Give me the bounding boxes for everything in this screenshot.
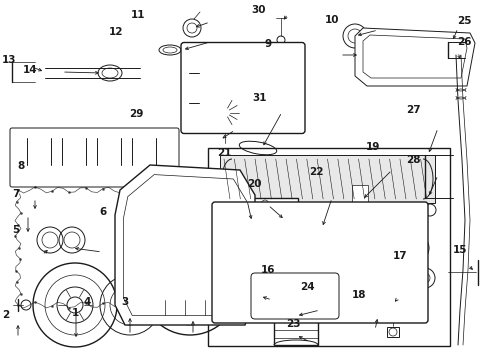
- Text: 19: 19: [365, 142, 379, 152]
- Text: 3: 3: [121, 297, 128, 307]
- Text: 7: 7: [12, 189, 20, 199]
- Text: 14: 14: [23, 65, 38, 75]
- Text: 29: 29: [128, 109, 143, 120]
- Text: 18: 18: [351, 290, 366, 300]
- Text: 13: 13: [1, 55, 16, 66]
- Text: 8: 8: [17, 161, 24, 171]
- Text: 31: 31: [251, 93, 266, 103]
- Text: 25: 25: [456, 16, 471, 26]
- Text: 12: 12: [109, 27, 123, 37]
- Text: 28: 28: [405, 155, 420, 165]
- Bar: [386, 327, 398, 337]
- Text: 30: 30: [250, 5, 265, 15]
- FancyBboxPatch shape: [10, 128, 179, 187]
- Polygon shape: [115, 165, 254, 325]
- Text: 9: 9: [264, 39, 271, 49]
- Text: 20: 20: [246, 179, 261, 189]
- Text: 26: 26: [456, 37, 471, 48]
- Circle shape: [184, 282, 195, 292]
- Text: 6: 6: [99, 207, 106, 217]
- Bar: [220, 155, 434, 203]
- Bar: [283, 315, 296, 329]
- Text: 16: 16: [260, 265, 275, 275]
- Circle shape: [67, 297, 83, 313]
- Bar: [438, 42, 454, 70]
- FancyBboxPatch shape: [212, 202, 427, 323]
- Text: 24: 24: [299, 282, 314, 292]
- Bar: [207, 148, 449, 346]
- Text: 4: 4: [83, 297, 91, 307]
- Bar: [273, 315, 317, 345]
- FancyBboxPatch shape: [181, 42, 305, 134]
- Bar: [366, 42, 382, 70]
- FancyBboxPatch shape: [250, 273, 338, 319]
- Text: 2: 2: [2, 310, 9, 320]
- Text: 23: 23: [285, 319, 300, 329]
- Text: 5: 5: [12, 225, 19, 235]
- Bar: [209, 198, 297, 270]
- Text: 10: 10: [325, 15, 339, 25]
- Text: 1: 1: [72, 308, 79, 318]
- Text: 21: 21: [216, 148, 231, 158]
- Text: 15: 15: [451, 245, 466, 255]
- Bar: [390, 42, 406, 70]
- Text: 27: 27: [405, 105, 420, 115]
- Text: 11: 11: [130, 10, 145, 20]
- Text: 17: 17: [392, 251, 407, 261]
- Bar: [351, 185, 367, 203]
- Polygon shape: [354, 28, 474, 86]
- Bar: [414, 42, 430, 70]
- Bar: [223, 298, 416, 316]
- Text: 22: 22: [309, 167, 324, 177]
